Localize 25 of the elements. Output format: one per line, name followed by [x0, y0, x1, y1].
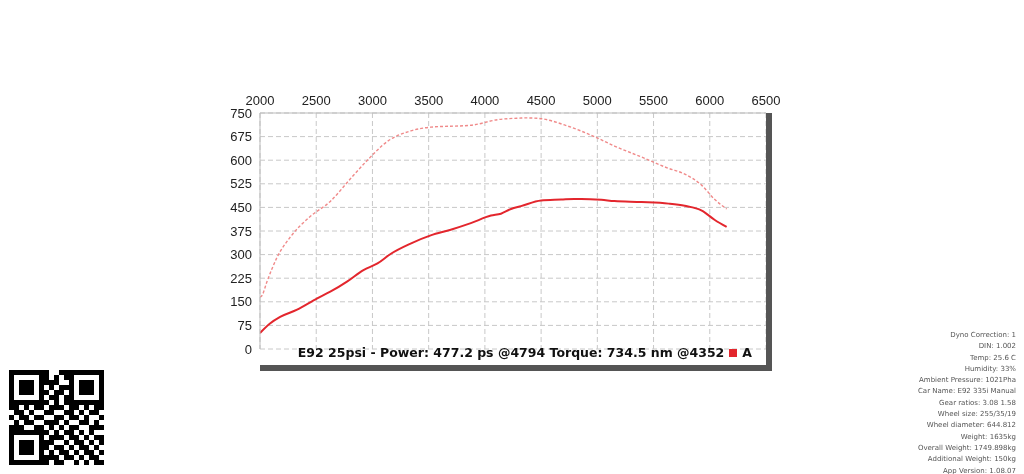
x-tick-label: 5000	[582, 93, 612, 108]
legend-title: E92 25psi - Power: 477.2 ps @4794 Torque: 734.5 nm @4352	[297, 345, 725, 360]
y-tick-label: 750	[230, 105, 252, 121]
line-series	[260, 197, 728, 334]
x-tick-label: 3000	[357, 93, 387, 108]
y-tick-label: 450	[230, 200, 252, 216]
y-tick-label: 300	[230, 247, 252, 263]
y-tick-label: 0	[244, 341, 252, 357]
x-tick-label: 3500	[414, 93, 444, 108]
legend-label: A	[742, 345, 752, 360]
x-tick-label: 4500	[526, 93, 556, 108]
y-tick-label: 75	[237, 318, 252, 334]
x-tick-label: 2000	[245, 93, 275, 108]
y-tick-label: 225	[230, 270, 252, 286]
y-tick-label: 150	[230, 294, 252, 310]
y-tick-label: 525	[230, 176, 252, 192]
y-tick-label: 375	[230, 223, 252, 239]
line-series	[260, 117, 728, 298]
x-tick-label: 4000	[470, 93, 500, 108]
y-tick-label: 675	[230, 129, 252, 145]
x-tick-label: 6000	[695, 93, 725, 108]
y-tick-label: 600	[230, 152, 252, 168]
x-tick-label: 6500	[751, 93, 781, 108]
x-tick-label: 5500	[639, 93, 669, 108]
x-tick-label: 2500	[301, 93, 331, 108]
